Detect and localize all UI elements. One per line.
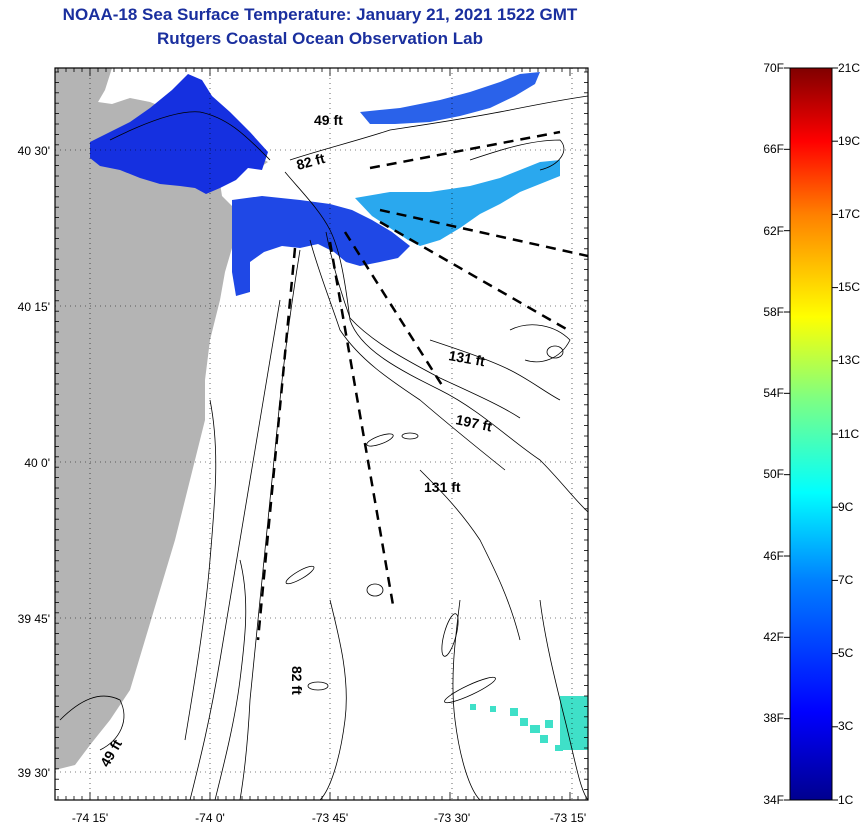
frame-ticks bbox=[55, 68, 588, 801]
colorbar-f-label: 38F bbox=[763, 711, 784, 725]
colorbar-f-label: 34F bbox=[763, 793, 784, 807]
colorbar-c-label: 15C bbox=[838, 280, 861, 294]
sst-offshore-cyan bbox=[470, 696, 588, 751]
latitude-labels: 40 30' 40 15' 40 0' 39 45' 39 30' bbox=[18, 144, 50, 780]
map-subtitle: Rutgers Coastal Ocean Observation Lab bbox=[157, 29, 483, 48]
sst-bight-apex bbox=[232, 196, 410, 296]
colorbar-c-label: 19C bbox=[838, 134, 861, 148]
lon-label: -74 0' bbox=[195, 811, 225, 825]
colorbar-f-label: 54F bbox=[763, 386, 784, 400]
colorbar-c-label: 13C bbox=[838, 353, 861, 367]
sst-raritan-bay bbox=[90, 74, 268, 194]
depth-label-197ft: 197 ft bbox=[454, 411, 493, 434]
colorbar-c-label: 5C bbox=[838, 646, 854, 660]
colorbar-f-label: 42F bbox=[763, 630, 784, 644]
colorbar-c-label: 17C bbox=[838, 207, 861, 221]
lat-lon-grid bbox=[55, 68, 588, 800]
lat-label: 39 45' bbox=[18, 612, 50, 626]
dashed-transects bbox=[256, 130, 588, 641]
colorbar-f-label: 62F bbox=[763, 224, 784, 238]
sst-li-strip bbox=[360, 72, 540, 124]
lon-label: -73 30' bbox=[434, 811, 470, 825]
colorbar-c-label: 1C bbox=[838, 793, 854, 807]
lon-label: -74 15' bbox=[72, 811, 108, 825]
colorbar bbox=[789, 67, 833, 801]
bathymetry-contours bbox=[59, 95, 588, 800]
longitude-labels: -74 15' -74 0' -73 45' -73 30' -73 15' bbox=[72, 811, 586, 825]
lon-label: -73 15' bbox=[550, 811, 586, 825]
depth-label-131ft-east: 131 ft bbox=[447, 347, 486, 369]
depth-label-131ft-south: 131 ft bbox=[424, 479, 461, 495]
colorbar-c-label: 7C bbox=[838, 573, 854, 587]
colorbar-f-label: 58F bbox=[763, 305, 784, 319]
colorbar-c-label: 9C bbox=[838, 500, 854, 514]
depth-label-49ft-north: 49 ft bbox=[314, 112, 343, 128]
lat-label: 39 30' bbox=[18, 766, 50, 780]
colorbar-c-label: 21C bbox=[838, 61, 861, 75]
lon-label: -73 45' bbox=[312, 811, 348, 825]
sst-bight-cyan bbox=[355, 160, 560, 246]
map-frame bbox=[54, 67, 589, 801]
depth-label-49ft-south: 49 ft bbox=[97, 736, 125, 769]
lat-label: 40 30' bbox=[18, 144, 50, 158]
colorbar-f-label: 66F bbox=[763, 142, 784, 156]
colorbar-f-label: 70F bbox=[763, 61, 784, 75]
colorbar-c-label: 3C bbox=[838, 719, 854, 733]
colorbar-ticks bbox=[784, 67, 838, 801]
map-title: NOAA-18 Sea Surface Temperature: January… bbox=[62, 5, 578, 24]
depth-label-82ft-south: 82 ft bbox=[289, 666, 305, 695]
colorbar-f-label: 46F bbox=[763, 549, 784, 563]
lat-label: 40 15' bbox=[18, 300, 50, 314]
land-mass bbox=[55, 68, 248, 770]
depth-label-82ft-north: 82 ft bbox=[295, 150, 327, 173]
colorbar-f-label: 50F bbox=[763, 467, 784, 481]
lat-label: 40 0' bbox=[24, 456, 50, 470]
colorbar-c-label: 11C bbox=[838, 427, 860, 441]
